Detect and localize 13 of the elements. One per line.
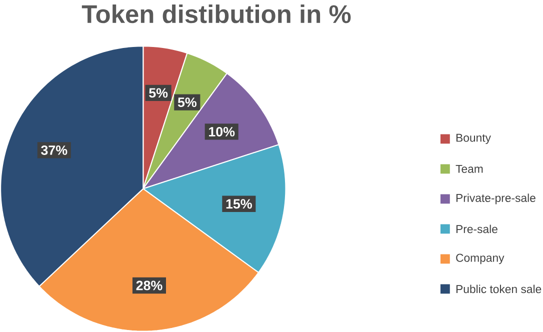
data-label: 5% — [149, 88, 168, 98]
legend-label: Bounty — [456, 134, 491, 144]
legend-label: Team — [456, 165, 483, 173]
data-label: 10% — [209, 127, 235, 137]
legend-label: Company — [456, 254, 504, 264]
legend-label: Pre-sale — [456, 224, 498, 234]
data-label: 37% — [41, 146, 68, 156]
data-label: 5% — [178, 98, 196, 108]
chart-title: Token distibution in % — [82, 4, 351, 24]
data-label: 15% — [226, 199, 252, 209]
legend-label: Public token sale — [456, 284, 542, 294]
data-label: 28% — [136, 280, 162, 290]
legend-label: Private-pre-sale — [456, 194, 536, 204]
